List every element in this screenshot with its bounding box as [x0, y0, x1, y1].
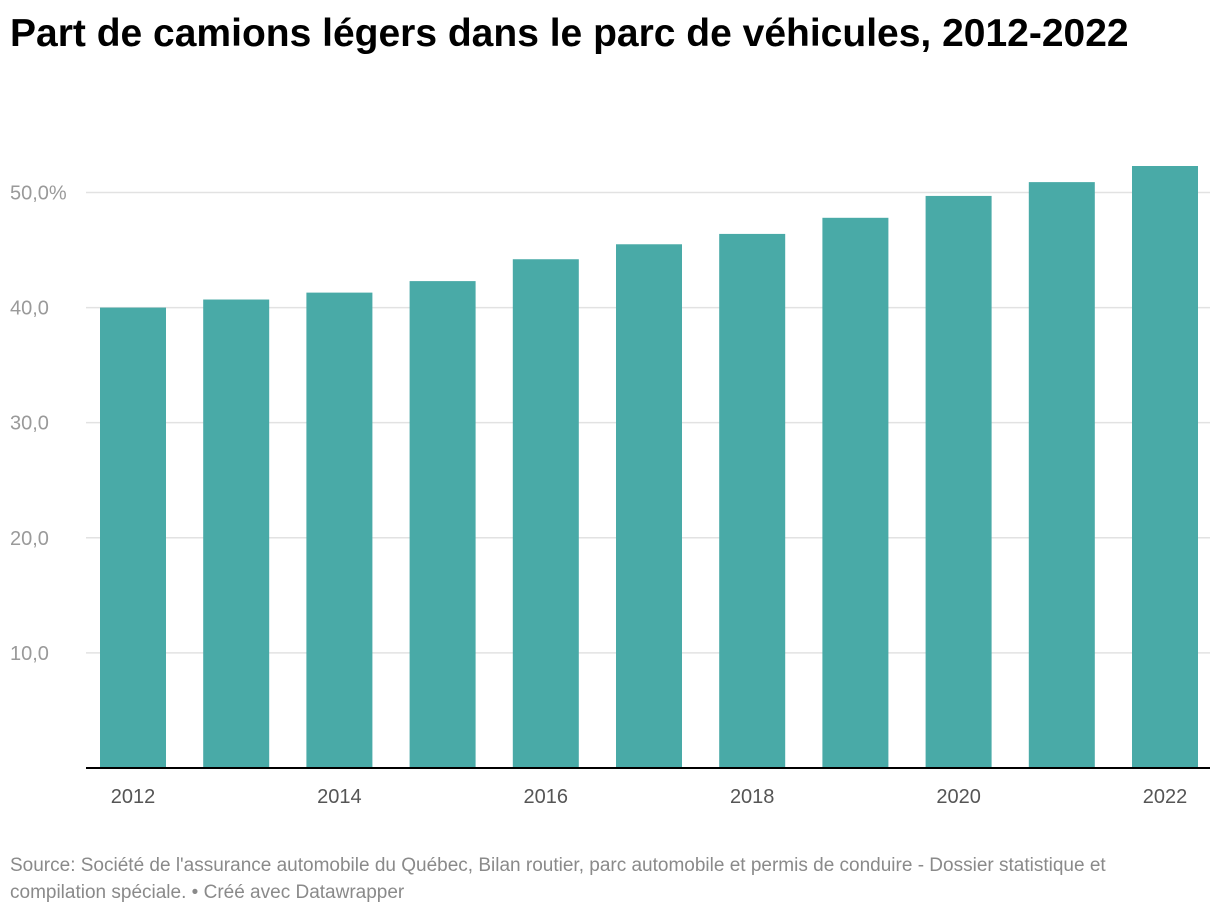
- chart-title: Part de camions légers dans le parc de v…: [10, 12, 1129, 55]
- y-tick-label: 20,0: [10, 528, 49, 550]
- x-tick-label: 2012: [111, 786, 156, 808]
- bar-2013[interactable]: [203, 299, 270, 768]
- bar-2021[interactable]: [1028, 182, 1095, 768]
- bar-2022[interactable]: [1132, 166, 1198, 768]
- bar-2016[interactable]: [512, 259, 579, 768]
- y-tick-label: 30,0: [10, 413, 49, 435]
- bar-2017[interactable]: [616, 244, 682, 769]
- bars: [100, 166, 1198, 769]
- bar-2012[interactable]: [100, 307, 166, 768]
- bar-2020[interactable]: [925, 195, 992, 768]
- footer-separator: •: [186, 882, 204, 903]
- bar-chart: 10,0 20,0 30,0 40,0 50,0% 2012 2014 2016 2018 202…: [10, 166, 1210, 808]
- bar-2014[interactable]: [306, 292, 373, 768]
- bar-2019[interactable]: [822, 217, 889, 769]
- source-note: Source: Société de l'assurance automobil…: [10, 855, 1106, 903]
- bar-2015[interactable]: [409, 281, 476, 768]
- chart-footer: Source: Société de l'assurance automobil…: [10, 852, 1200, 906]
- x-tick-label: 2022: [1143, 786, 1188, 808]
- tick-labels: 10,0 20,0 30,0 40,0 50,0% 2012 2014 2016 2018 202…: [10, 182, 1187, 808]
- bar-2018[interactable]: [719, 233, 786, 768]
- x-tick-label: 2016: [524, 786, 569, 808]
- x-tick-label: 2018: [730, 786, 775, 808]
- x-tick-label: 2020: [936, 786, 981, 808]
- y-tick-label: 50,0%: [10, 182, 67, 204]
- y-tick-label: 40,0: [10, 298, 49, 320]
- datawrapper-credit: Créé avec Datawrapper: [203, 882, 405, 903]
- x-tick-label: 2014: [317, 786, 362, 808]
- y-tick-label: 10,0: [10, 643, 49, 665]
